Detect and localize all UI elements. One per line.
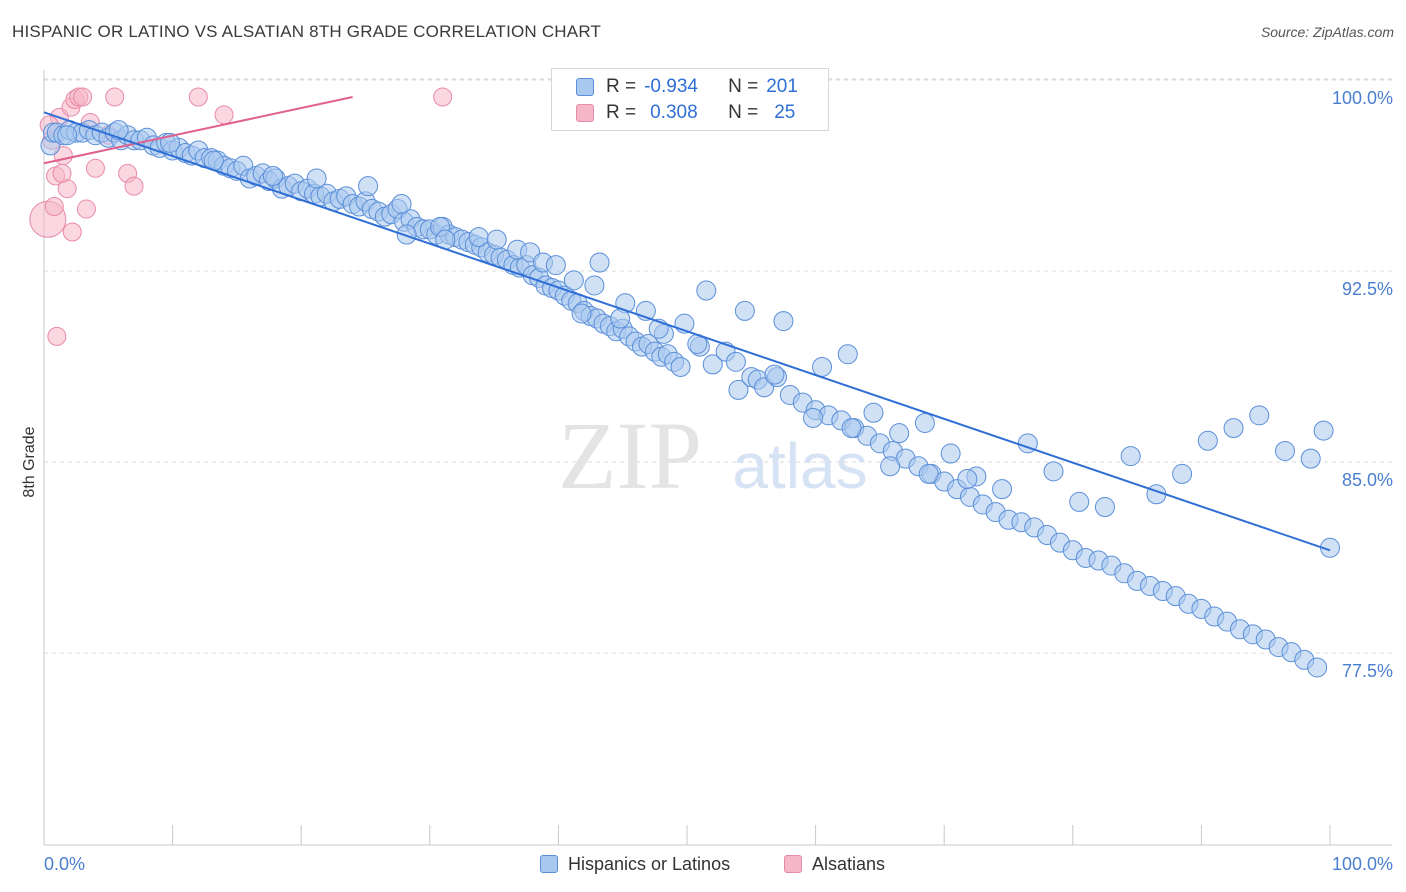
- point-hispanic: [1223, 418, 1244, 439]
- point-hispanic: [1043, 461, 1064, 482]
- bottom-legend-hispanic: Hispanics or Latinos: [540, 851, 730, 877]
- point-hispanic: [358, 176, 379, 197]
- point-hispanic: [1069, 491, 1090, 512]
- point-hispanic: [486, 229, 507, 250]
- point-hispanic: [1249, 405, 1270, 426]
- point-hispanic: [837, 344, 858, 365]
- bottom-legend-label: Alsatians: [812, 853, 886, 874]
- point-hispanic: [812, 356, 833, 377]
- point-hispanic: [880, 456, 901, 477]
- point-hispanic: [262, 165, 283, 186]
- bottom-legend-alsatian: Alsatians: [784, 851, 885, 877]
- point-hispanic: [1120, 446, 1141, 467]
- point-alsatian: [188, 87, 208, 107]
- point-hispanic: [992, 479, 1013, 500]
- legend-n-value: 25: [774, 102, 796, 123]
- point-hispanic: [610, 308, 631, 329]
- point-hispanic: [1197, 430, 1218, 451]
- point-hispanic: [1300, 448, 1321, 469]
- point-alsatian: [214, 105, 234, 125]
- point-hispanic: [1307, 657, 1328, 678]
- legend-row-hispanic: R = -0.934 N = 201: [576, 74, 798, 100]
- point-hispanic: [725, 351, 746, 372]
- point-hispanic: [914, 412, 935, 433]
- point-hispanic: [1274, 440, 1295, 461]
- legend-swatch-alsatian: [576, 104, 594, 122]
- point-alsatian: [85, 158, 105, 178]
- watermark-zip: ZIP: [558, 402, 702, 509]
- legend-r-label: R =: [606, 102, 637, 123]
- point-hispanic: [108, 120, 129, 141]
- point-hispanic: [957, 469, 978, 489]
- point-hispanic: [773, 311, 794, 332]
- x-tick-label: 0.0%: [44, 854, 85, 874]
- legend-n-value: 201: [766, 76, 798, 97]
- point-hispanic: [57, 125, 78, 146]
- x-tick-label: 100.0%: [1332, 854, 1393, 874]
- y-tick-label: 100.0%: [1332, 88, 1393, 108]
- y-tick-label: 92.5%: [1342, 279, 1393, 299]
- point-hispanic: [468, 227, 489, 248]
- bottom-swatch-alsatian: [784, 855, 802, 873]
- legend-swatch-hispanic: [576, 78, 594, 96]
- chart-title: HISPANIC OR LATINO VS ALSATIAN 8TH GRADE…: [12, 22, 602, 41]
- point-hispanic: [918, 463, 939, 484]
- point-alsatian: [62, 222, 82, 242]
- point-hispanic: [702, 354, 723, 375]
- point-alsatian: [76, 199, 96, 219]
- point-hispanic: [1313, 420, 1334, 441]
- bottom-legend-label: Hispanics or Latinos: [568, 853, 731, 874]
- point-hispanic: [563, 270, 584, 291]
- point-hispanic: [803, 407, 824, 428]
- legend-n-label: N =: [728, 102, 759, 123]
- point-alsatian: [52, 163, 72, 183]
- point-hispanic: [589, 252, 610, 273]
- point-alsatian: [73, 87, 93, 107]
- point-hispanic: [571, 303, 592, 324]
- legend-r-label: R =: [606, 76, 637, 97]
- point-hispanic: [670, 356, 691, 377]
- legend-n-label: N =: [728, 76, 759, 97]
- point-hispanic: [306, 168, 327, 189]
- point-hispanic: [764, 364, 785, 385]
- watermark-atlas: atlas: [732, 430, 867, 502]
- point-hispanic: [545, 255, 566, 276]
- stats-legend: R = -0.934 N = 201 R = 0.308 N = 25: [551, 68, 829, 131]
- trendline-alsatian: [43, 96, 353, 165]
- point-hispanic: [841, 418, 862, 439]
- point-alsatian: [44, 197, 64, 217]
- point-hispanic: [734, 300, 755, 321]
- point-hispanic: [863, 402, 884, 423]
- point-hispanic: [1172, 463, 1193, 484]
- point-alsatian: [105, 87, 125, 107]
- trendline-hispanic: [43, 111, 1331, 552]
- point-hispanic: [889, 423, 910, 444]
- point-hispanic: [696, 280, 717, 301]
- source-label: Source: ZipAtlas.com: [1260, 24, 1394, 40]
- legend-row-alsatian: R = 0.308 N = 25: [576, 100, 795, 126]
- point-hispanic: [940, 443, 961, 464]
- point-hispanic: [584, 275, 605, 296]
- point-hispanic: [728, 379, 749, 400]
- point-alsatian: [124, 176, 144, 196]
- legend-r-value: -0.934: [644, 76, 698, 97]
- point-hispanic: [391, 193, 412, 214]
- y-tick-label: 77.5%: [1342, 661, 1393, 681]
- point-alsatian: [433, 87, 453, 107]
- point-hispanic: [396, 224, 417, 245]
- y-tick-label: 85.0%: [1342, 470, 1393, 490]
- point-alsatian: [47, 326, 67, 346]
- point-hispanic: [1094, 497, 1115, 518]
- legend-r-value: 0.308: [650, 102, 698, 123]
- bottom-swatch-hispanic: [540, 855, 558, 873]
- y-axis-label: 8th Grade: [21, 426, 38, 497]
